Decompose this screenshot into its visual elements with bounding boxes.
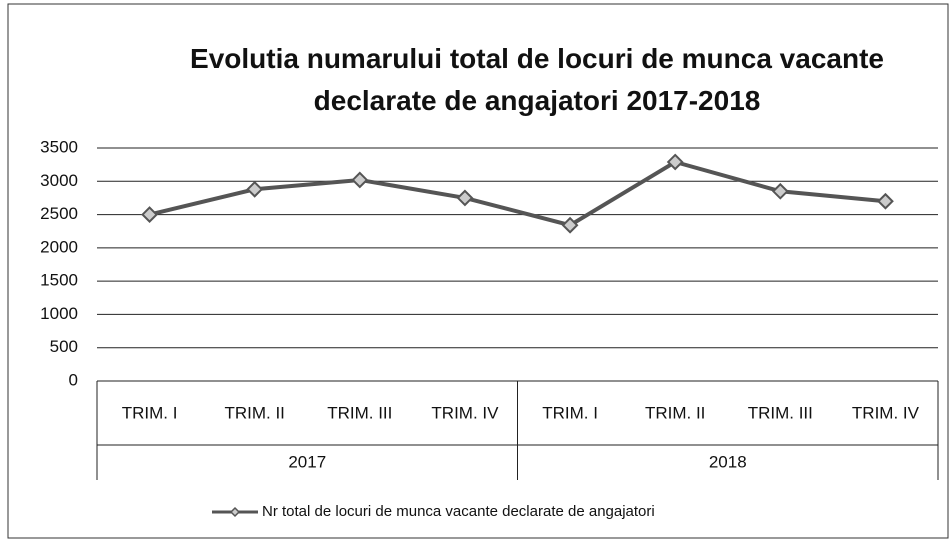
legend-label: Nr total de locuri de munca vacante decl…	[262, 503, 655, 520]
series-marker	[771, 182, 789, 200]
x-tick-label: TRIM. II	[224, 403, 284, 422]
x-tick-label: TRIM. IV	[852, 403, 920, 422]
x-tick-label: TRIM. IV	[431, 403, 499, 422]
y-tick-label: 500	[50, 337, 78, 356]
y-tick-label: 2500	[40, 204, 78, 223]
series-line	[149, 159, 886, 228]
group-label: 2017	[288, 452, 326, 471]
y-tick-label: 2000	[40, 237, 78, 256]
series-marker	[561, 216, 579, 234]
series-marker	[456, 189, 474, 207]
series-marker	[351, 171, 369, 189]
y-tick-label: 1500	[40, 271, 78, 290]
x-tick-label: TRIM. II	[645, 403, 705, 422]
x-tick-label: TRIM. I	[122, 403, 178, 422]
y-tick-label: 1000	[40, 304, 78, 323]
x-tick-label: TRIM. III	[748, 403, 813, 422]
y-tick-label: 0	[69, 370, 78, 389]
group-label: 2018	[709, 452, 747, 471]
chart-border	[7, 3, 949, 539]
legend-marker	[229, 506, 241, 518]
y-tick-label: 3500	[40, 137, 78, 156]
series-marker	[877, 192, 894, 210]
series-marker	[141, 206, 158, 223]
chart-title: Evolutia numarului total de locuri de mu…	[190, 43, 884, 116]
x-tick-label: TRIM. I	[542, 403, 598, 422]
x-tick-label: TRIM. III	[327, 403, 392, 422]
series-marker	[246, 180, 264, 198]
series-marker	[666, 153, 684, 171]
y-tick-label: 3000	[40, 171, 78, 190]
